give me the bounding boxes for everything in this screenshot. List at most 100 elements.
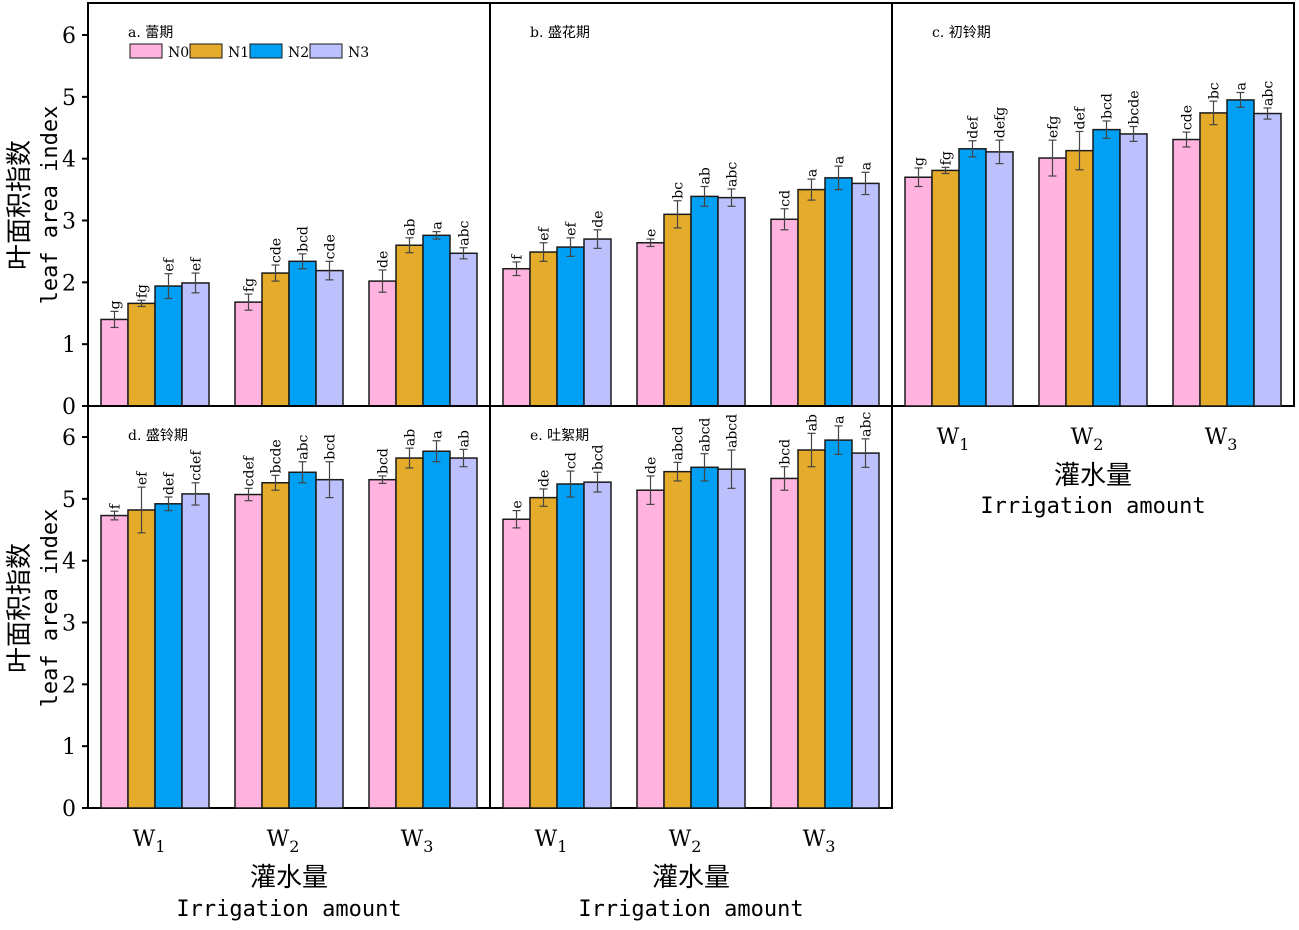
bar-N2-W2 (690, 466, 719, 809)
error-bar (405, 237, 414, 254)
legend-item-N2: N2 (249, 43, 309, 61)
significance-letter: ab (805, 414, 821, 431)
xlabel-cn-d: 灌水量 (250, 863, 328, 893)
error-bar (298, 253, 307, 270)
bar-N3-W1 (181, 282, 210, 407)
bar-N3-W2 (717, 468, 746, 809)
significance-letter: e (510, 500, 526, 508)
significance-letter: def (966, 115, 982, 139)
bar-N3-W3 (449, 252, 478, 407)
error-bar (137, 486, 146, 534)
significance-letter: ef (189, 256, 205, 271)
error-bar (834, 425, 843, 455)
legend-item-N0: N0 (129, 43, 189, 61)
bar-N2-W1 (154, 503, 183, 809)
bar-N3-W1 (583, 238, 612, 407)
x-tick-label: W3 (803, 827, 836, 856)
significance-letter: de (376, 251, 392, 268)
error-bar (432, 440, 441, 463)
bar-N0-W3 (770, 218, 799, 407)
error-bar (137, 299, 146, 308)
error-bar (593, 471, 602, 493)
legend-item-N3: N3 (309, 43, 369, 61)
bar-N2-W1 (556, 246, 585, 407)
y-tick-label: 0 (62, 797, 76, 822)
error-bar (164, 496, 173, 512)
bar-N1-W3 (1199, 112, 1228, 407)
significance-letter: g (912, 157, 928, 166)
significance-letter: a (430, 430, 446, 438)
bar-N1-W2 (1065, 149, 1094, 407)
y-tick-label: 6 (62, 24, 76, 49)
x-tick-label: W2 (1071, 425, 1104, 454)
bar-N2-W1 (556, 483, 585, 809)
error-bar (405, 447, 414, 469)
significance-letter: bcd (376, 448, 392, 474)
error-bar (110, 510, 119, 521)
legend-swatch (249, 43, 283, 59)
bar-N0-W2 (636, 489, 665, 809)
bar-N3-W1 (583, 481, 612, 809)
bar-N2-W3 (422, 234, 451, 407)
error-bar (512, 509, 521, 529)
error-bar (834, 165, 843, 191)
bar-N0-W2 (234, 301, 263, 407)
error-bar (646, 238, 655, 248)
y-tick-label: 3 (62, 612, 76, 637)
bar-N1-W2 (261, 482, 290, 809)
bar-N0-W2 (234, 493, 263, 809)
error-bar (191, 272, 200, 294)
significance-letter: ab (403, 429, 419, 446)
significance-letter: abc (859, 412, 875, 437)
significance-letter: cdef (189, 449, 205, 481)
x-tick-label: W3 (401, 827, 434, 856)
significance-letter: de (537, 470, 553, 487)
xlabel-cn-c: 灌水量 (1054, 461, 1132, 491)
error-bar (727, 449, 736, 489)
significance-letter: def (162, 471, 178, 495)
error-bar (1102, 120, 1111, 139)
ylabel-cn-bottom: 叶面积指数 (5, 543, 35, 673)
y-tick-label: 4 (62, 148, 76, 173)
bar-N1-W1 (931, 169, 960, 407)
error-bar (271, 474, 280, 491)
bar-N0-W1 (502, 267, 531, 407)
bar-N3-W3 (851, 452, 880, 809)
error-bar (566, 237, 575, 257)
ylabel-cn-top: 叶面积指数 (5, 140, 35, 270)
bar-N2-W3 (824, 177, 853, 407)
significance-letter: abc (457, 220, 473, 245)
significance-letter: fg (242, 278, 258, 292)
bar-N2-W1 (958, 148, 987, 407)
x-tick-label: W1 (937, 425, 970, 454)
significance-letter: bcde (269, 439, 285, 473)
significance-letter: f (108, 502, 124, 509)
bar-N3-W1 (181, 493, 210, 809)
bar-N0-W2 (1038, 157, 1067, 407)
error-bar (110, 310, 119, 329)
significance-letter: a (832, 156, 848, 164)
error-bar (539, 488, 548, 507)
error-bar (244, 487, 253, 502)
xlabel-cn-e: 灌水量 (652, 863, 730, 893)
significance-letter: cdef (242, 454, 258, 486)
significance-letter: g (108, 300, 124, 309)
error-bar (512, 261, 521, 277)
significance-letter: a (832, 416, 848, 424)
bar-N0-W1 (502, 518, 531, 809)
error-bar (995, 139, 1004, 165)
legend-swatch (129, 43, 163, 59)
bar-N0-W3 (368, 280, 397, 407)
legend-label: N0 (168, 45, 189, 61)
significance-letter: cde (1180, 105, 1196, 130)
bar-N1-W2 (663, 213, 692, 407)
y-tick-label: 0 (62, 395, 76, 420)
error-bar (968, 140, 977, 158)
significance-letter: bc (671, 182, 687, 199)
bar-N0-W1 (100, 514, 129, 809)
bar-N1-W3 (395, 457, 424, 809)
bar-N2-W2 (288, 260, 317, 407)
significance-letter: fg (135, 284, 151, 298)
error-bar (1209, 100, 1218, 126)
